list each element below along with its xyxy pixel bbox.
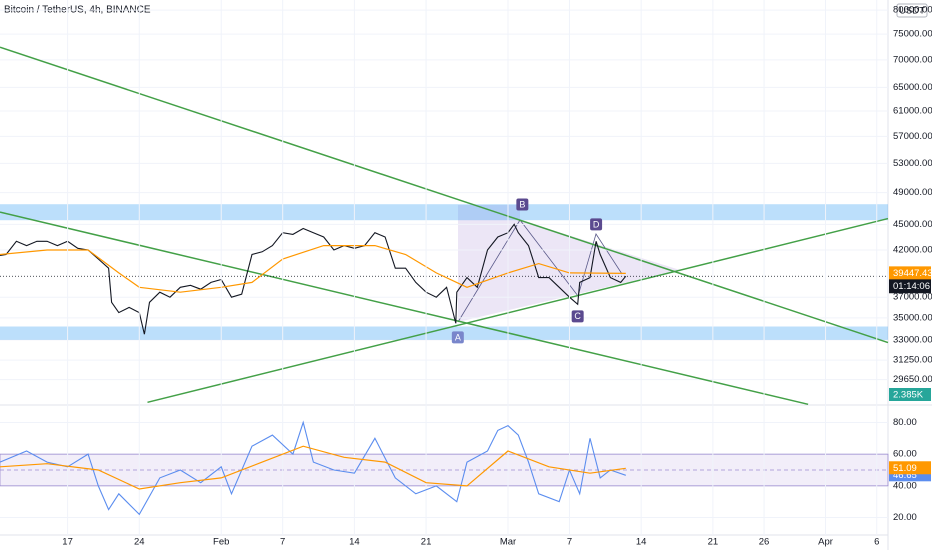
volume-label: 2.385K [893, 390, 924, 401]
y-tick-label: 37000.00 [893, 292, 932, 303]
trendline [0, 46, 889, 344]
y-tick-label: 75000.00 [893, 29, 932, 40]
point-marker [571, 310, 584, 323]
countdown: 01:14:06 [893, 281, 930, 292]
point-label: C [574, 311, 581, 321]
last-value-box [889, 266, 931, 280]
point-label: D [593, 219, 600, 229]
x-tick-label: 14 [349, 537, 360, 548]
series-line [0, 420, 626, 516]
last-value-label: 46.65 [893, 470, 917, 481]
series-line [0, 223, 627, 335]
point-marker [516, 198, 529, 211]
y-tick-label: 49000.00 [893, 187, 932, 198]
zone [0, 326, 888, 340]
y-tick-label: 60.00 [893, 449, 917, 460]
point-label: B [519, 199, 525, 209]
trendline [147, 217, 889, 404]
x-tick-label: Feb [213, 537, 229, 548]
x-tick-label: 26 [759, 537, 770, 548]
point-label: A [455, 332, 461, 342]
last-value-box [889, 461, 931, 475]
y-tick-label: 20.00 [893, 512, 917, 523]
y-tick-label: 31250.00 [893, 355, 932, 366]
point-marker [451, 331, 464, 344]
volume-box [889, 388, 931, 401]
y-tick-label: 57000.00 [893, 131, 932, 142]
point-marker [590, 218, 603, 231]
y-tick-label: 65000.00 [893, 82, 932, 93]
y-tick-label: 42000.00 [893, 245, 932, 256]
x-tick-label: 17 [62, 537, 73, 548]
y-tick-label: 53000.00 [893, 158, 932, 169]
series-line [0, 445, 626, 490]
last-value-label: 51.09 [893, 463, 917, 474]
trendline [0, 211, 809, 406]
y-tick-label: 33000.00 [893, 334, 932, 345]
last-value-label: 39447.43 [893, 268, 932, 279]
x-tick-label: 7 [567, 537, 572, 548]
x-tick-label: Mar [500, 537, 516, 548]
y-tick-label: 80000.00 [893, 5, 932, 16]
x-tick-label: 7 [280, 537, 285, 548]
y-tick-label: 70000.00 [893, 54, 932, 65]
zone [0, 204, 888, 221]
x-tick-label: 6 [874, 537, 879, 548]
y-tick-label: 45000.00 [893, 219, 932, 230]
y-tick-label: 61000.00 [893, 106, 932, 117]
x-tick-label: 21 [421, 537, 432, 548]
y-tick-label: 29650.00 [893, 374, 932, 385]
y-tick-label: 80.00 [893, 417, 917, 428]
currency[interactable]: USDT [899, 6, 925, 17]
x-tick-label: 14 [636, 537, 647, 548]
x-tick-label: Apr [818, 537, 833, 548]
y-tick-label: 35000.00 [893, 312, 932, 323]
y-tick-label: 40.00 [893, 480, 917, 491]
series-line [0, 245, 626, 293]
x-tick-label: 21 [708, 537, 719, 548]
x-tick-label: 24 [134, 537, 145, 548]
currency-box[interactable] [896, 3, 928, 18]
